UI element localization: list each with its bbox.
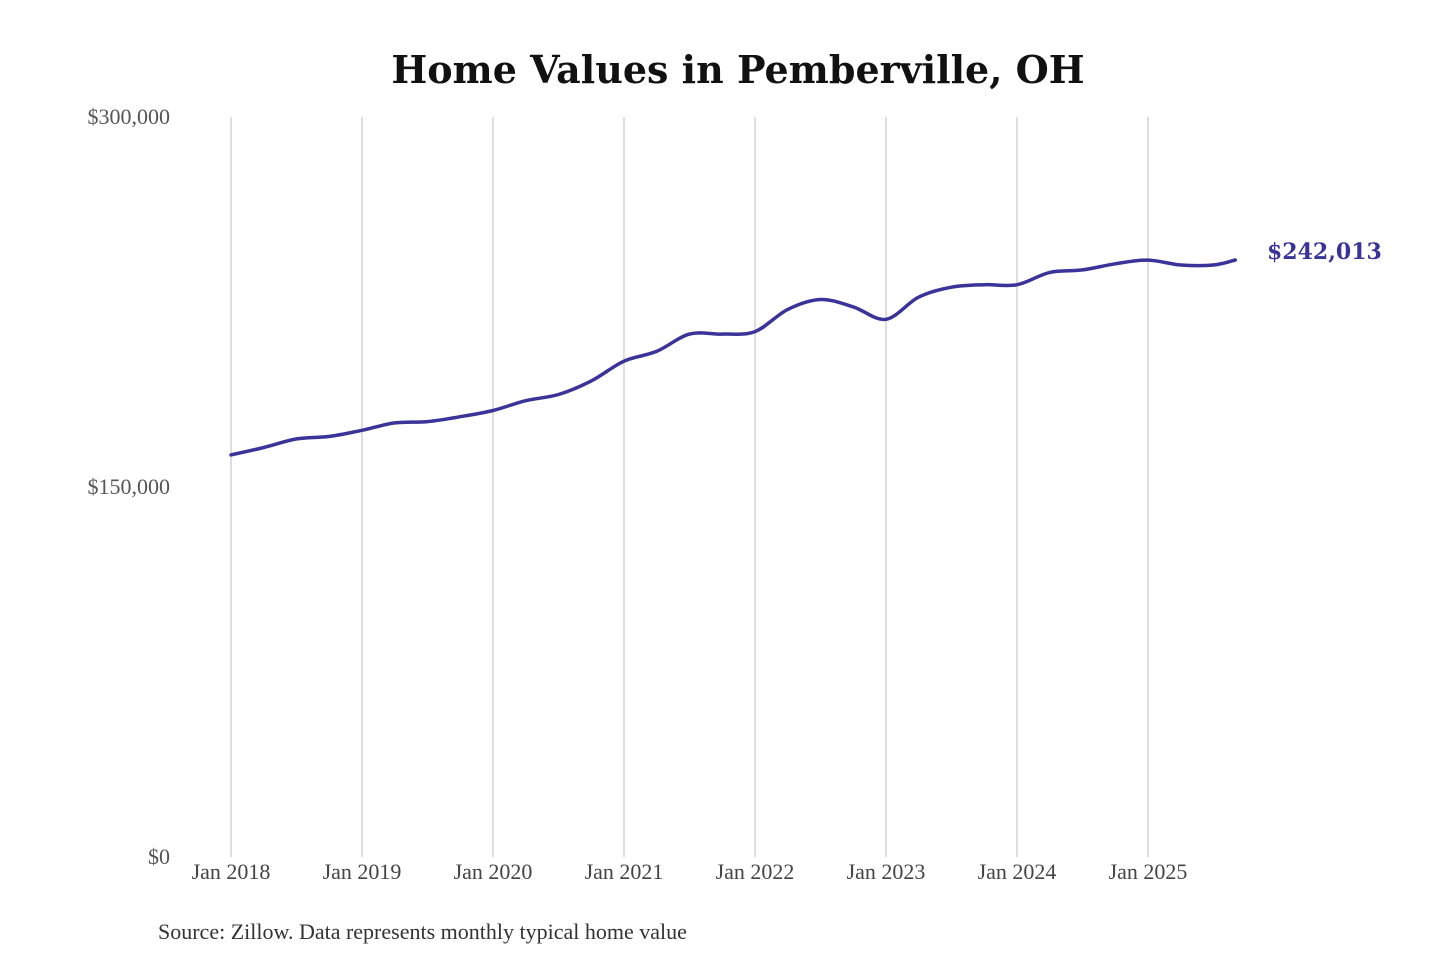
x-tick-label: Jan 2019 (323, 859, 402, 884)
x-axis: Jan 2018 Jan 2019 Jan 2020 Jan 2021 Jan 2022… (192, 859, 1188, 884)
gridlines (230, 117, 1149, 857)
x-tick-label: Jan 2023 (847, 859, 926, 884)
x-tick-label: Jan 2024 (978, 859, 1057, 884)
end-value-label: $242,013 (1267, 239, 1382, 265)
y-axis: $0 $150,000 $300,000 (88, 104, 171, 869)
y-tick-label: $300,000 (88, 104, 171, 129)
x-tick-label: Jan 2022 (716, 859, 795, 884)
source-note: Source: Zillow. Data represents monthly … (158, 919, 687, 944)
y-tick-label: $0 (148, 844, 170, 869)
x-tick-label: Jan 2021 (585, 859, 664, 884)
x-tick-label: Jan 2018 (192, 859, 271, 884)
home-value-line (229, 258, 1238, 457)
y-tick-label: $150,000 (88, 474, 171, 499)
chart-title: Home Values in Pemberville, OH (391, 47, 1084, 92)
x-tick-label: Jan 2025 (1109, 859, 1188, 884)
x-tick-label: Jan 2020 (454, 859, 533, 884)
series-layer (229, 258, 1238, 457)
